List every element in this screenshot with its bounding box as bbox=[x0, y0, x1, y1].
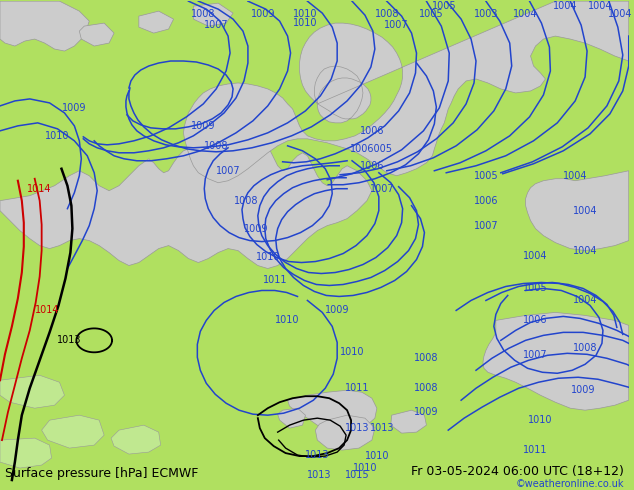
Polygon shape bbox=[193, 3, 233, 26]
Text: 1010: 1010 bbox=[275, 316, 300, 325]
Text: 1005: 1005 bbox=[523, 284, 548, 294]
Text: 1005: 1005 bbox=[432, 1, 456, 11]
Text: ©weatheronline.co.uk: ©weatheronline.co.uk bbox=[515, 479, 624, 489]
Text: 1013: 1013 bbox=[305, 450, 330, 460]
Polygon shape bbox=[0, 1, 89, 51]
Text: 1011: 1011 bbox=[523, 445, 548, 455]
Text: 1003: 1003 bbox=[474, 9, 498, 19]
Text: 1009: 1009 bbox=[571, 385, 595, 395]
Text: 1009: 1009 bbox=[325, 305, 349, 316]
Text: 1006: 1006 bbox=[474, 196, 498, 206]
Text: 1005: 1005 bbox=[474, 171, 498, 181]
Text: 1009: 1009 bbox=[191, 121, 216, 131]
Text: 1006: 1006 bbox=[359, 126, 384, 136]
Text: 1007: 1007 bbox=[474, 220, 498, 231]
Polygon shape bbox=[315, 415, 375, 450]
Text: 1004: 1004 bbox=[553, 1, 578, 11]
Text: 1014: 1014 bbox=[27, 184, 52, 194]
Text: 1014: 1014 bbox=[36, 305, 60, 316]
Text: 1010: 1010 bbox=[340, 347, 365, 357]
Polygon shape bbox=[391, 410, 427, 433]
Text: Fr 03-05-2024 06:00 UTC (18+12): Fr 03-05-2024 06:00 UTC (18+12) bbox=[411, 465, 624, 478]
Text: 1009: 1009 bbox=[243, 223, 268, 234]
Text: 1007: 1007 bbox=[216, 166, 240, 176]
Text: 1004: 1004 bbox=[563, 171, 588, 181]
Text: 1004: 1004 bbox=[607, 9, 632, 19]
Text: 1008: 1008 bbox=[573, 343, 597, 353]
Polygon shape bbox=[526, 171, 629, 250]
Text: Surface pressure [hPa] ECMWF: Surface pressure [hPa] ECMWF bbox=[5, 467, 198, 480]
Polygon shape bbox=[288, 390, 377, 432]
Text: 1008: 1008 bbox=[375, 9, 399, 19]
Text: 1008: 1008 bbox=[204, 141, 228, 151]
Polygon shape bbox=[483, 313, 629, 410]
Text: 1013: 1013 bbox=[57, 335, 82, 345]
Text: 1010: 1010 bbox=[293, 18, 318, 28]
Text: 1010: 1010 bbox=[293, 9, 318, 19]
Text: 1011: 1011 bbox=[345, 383, 369, 393]
Text: 1008: 1008 bbox=[414, 383, 439, 393]
Text: 1005: 1005 bbox=[419, 9, 444, 19]
Text: 1007: 1007 bbox=[523, 350, 548, 360]
Polygon shape bbox=[0, 438, 51, 468]
Text: 1004: 1004 bbox=[573, 245, 597, 256]
Text: 1004: 1004 bbox=[573, 295, 597, 305]
Text: 1010: 1010 bbox=[353, 463, 377, 473]
Text: 1006005: 1006005 bbox=[351, 144, 393, 154]
Text: 1009: 1009 bbox=[414, 407, 439, 417]
Text: 1004: 1004 bbox=[523, 250, 548, 261]
Polygon shape bbox=[79, 23, 114, 46]
Polygon shape bbox=[42, 415, 104, 448]
Text: 1007: 1007 bbox=[384, 20, 409, 30]
Text: 1004: 1004 bbox=[514, 9, 538, 19]
Text: 1006: 1006 bbox=[359, 161, 384, 171]
Polygon shape bbox=[0, 375, 65, 408]
Text: 1004: 1004 bbox=[573, 206, 597, 216]
Polygon shape bbox=[183, 1, 629, 183]
Text: 1007: 1007 bbox=[204, 20, 228, 30]
Polygon shape bbox=[278, 408, 306, 428]
Polygon shape bbox=[111, 425, 160, 454]
Text: 1010: 1010 bbox=[528, 415, 553, 425]
Text: 1008: 1008 bbox=[414, 353, 439, 363]
Text: 1009: 1009 bbox=[62, 103, 87, 113]
Text: 1011: 1011 bbox=[264, 275, 288, 286]
Text: 1015: 1015 bbox=[345, 470, 370, 480]
Polygon shape bbox=[139, 11, 174, 33]
Text: 1006: 1006 bbox=[523, 316, 548, 325]
Polygon shape bbox=[0, 141, 372, 269]
Text: 1010: 1010 bbox=[45, 131, 70, 141]
Text: 1007: 1007 bbox=[370, 184, 394, 194]
Text: 1013: 1013 bbox=[307, 470, 332, 480]
Text: 1008: 1008 bbox=[234, 196, 258, 206]
Text: 1013: 1013 bbox=[370, 423, 394, 433]
Text: 1010: 1010 bbox=[256, 251, 280, 262]
Text: 1004: 1004 bbox=[588, 1, 612, 11]
Text: 1008: 1008 bbox=[191, 9, 216, 19]
Text: 1010: 1010 bbox=[365, 451, 389, 461]
Text: 1013: 1013 bbox=[345, 423, 369, 433]
Text: 1009: 1009 bbox=[250, 9, 275, 19]
